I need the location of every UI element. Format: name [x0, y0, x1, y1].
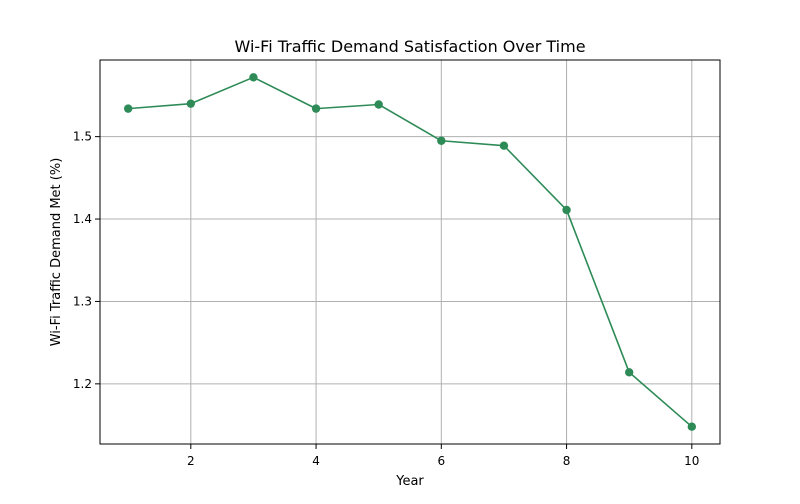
chart-title: Wi-Fi Traffic Demand Satisfaction Over T… — [234, 37, 585, 56]
y-tick-label: 1.5 — [73, 130, 92, 144]
data-point — [562, 205, 571, 215]
data-point — [123, 104, 133, 113]
y-tick-label: 1.2 — [73, 377, 92, 391]
x-tick-label: 10 — [684, 454, 699, 468]
data-point — [311, 104, 321, 113]
y-tick-label: 1.3 — [73, 294, 92, 308]
data-point — [374, 100, 383, 109]
x-tick-label: 6 — [437, 454, 445, 468]
y-axis-label: Wi-Fi Traffic Demand Met (%) — [49, 158, 64, 347]
x-axis-label: Year — [395, 474, 424, 489]
grid-lines — [100, 60, 720, 444]
data-point — [186, 99, 196, 108]
data-point — [249, 73, 258, 82]
x-tick-label: 4 — [312, 454, 320, 468]
y-tick-label: 1.4 — [73, 212, 92, 226]
data-point — [499, 141, 509, 150]
data-point — [687, 422, 697, 431]
plot-frame — [99, 59, 721, 445]
series-layer — [123, 73, 697, 431]
x-tick-label: 8 — [563, 454, 571, 468]
data-point — [437, 136, 446, 145]
axis-ticks: 2 4 6 8 10 1.2 1.3 1.4 1.5 — [73, 130, 700, 468]
data-point — [624, 368, 634, 377]
x-tick-label: 2 — [187, 454, 195, 468]
series-line — [128, 76, 693, 428]
